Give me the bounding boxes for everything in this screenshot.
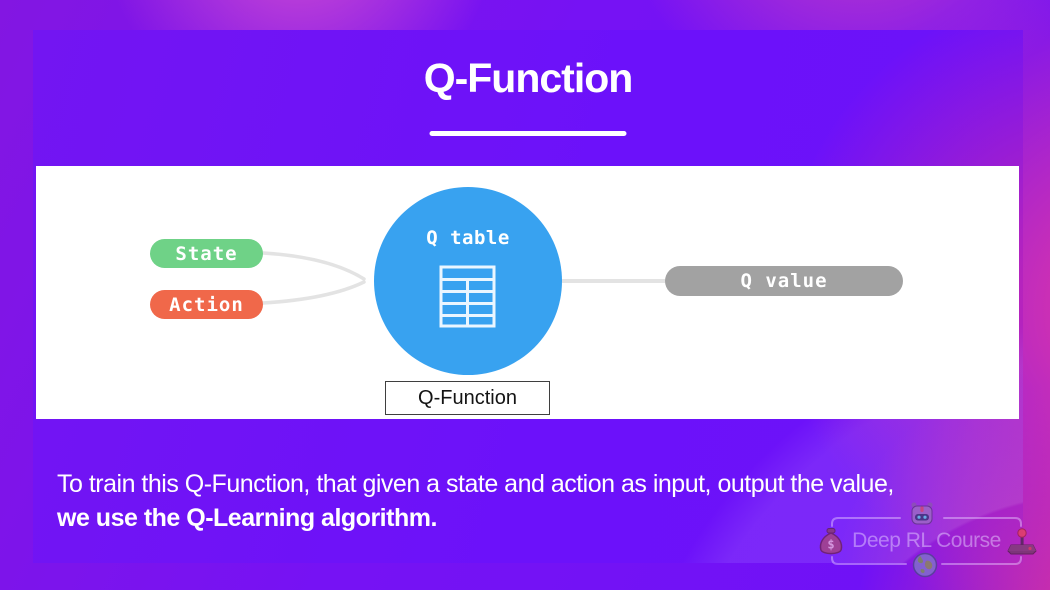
action-label: Action <box>169 293 244 316</box>
diagram-caption: Q-Function <box>418 386 517 409</box>
slide: Q-Function State Action Q table <box>33 30 1037 578</box>
q-table-node: Q table <box>374 187 562 375</box>
robot-icon <box>911 502 933 525</box>
joystick-icon <box>1007 528 1037 555</box>
q-value-label: Q value <box>740 270 828 292</box>
body-line-2: we use the Q-Learning algorithm. <box>57 504 437 532</box>
table-grid-icon <box>439 265 496 328</box>
connector-lines <box>261 251 667 305</box>
money-bag-icon: $ <box>819 528 843 555</box>
q-value-pill: Q value <box>665 266 903 296</box>
title-underline <box>429 131 627 136</box>
diagram-panel: State Action Q table Q value Q-Function <box>36 166 1019 419</box>
body-text: To train this Q-Function, that given a s… <box>57 467 894 535</box>
page-title: Q-Function <box>423 55 634 101</box>
course-watermark: $ Deep RL Course <box>819 502 1037 578</box>
body-line-1: To train this Q-Function, that given a s… <box>57 470 894 498</box>
state-pill: State <box>150 239 263 268</box>
watermark-text: Deep RL Course <box>852 529 1001 552</box>
globe-icon <box>912 552 938 578</box>
q-table-label: Q table <box>426 227 510 249</box>
diagram-caption-box: Q-Function <box>385 381 550 415</box>
state-label: State <box>175 242 238 265</box>
svg-text:$: $ <box>827 538 834 552</box>
action-pill: Action <box>150 290 263 319</box>
watermark-frame <box>831 517 1022 565</box>
